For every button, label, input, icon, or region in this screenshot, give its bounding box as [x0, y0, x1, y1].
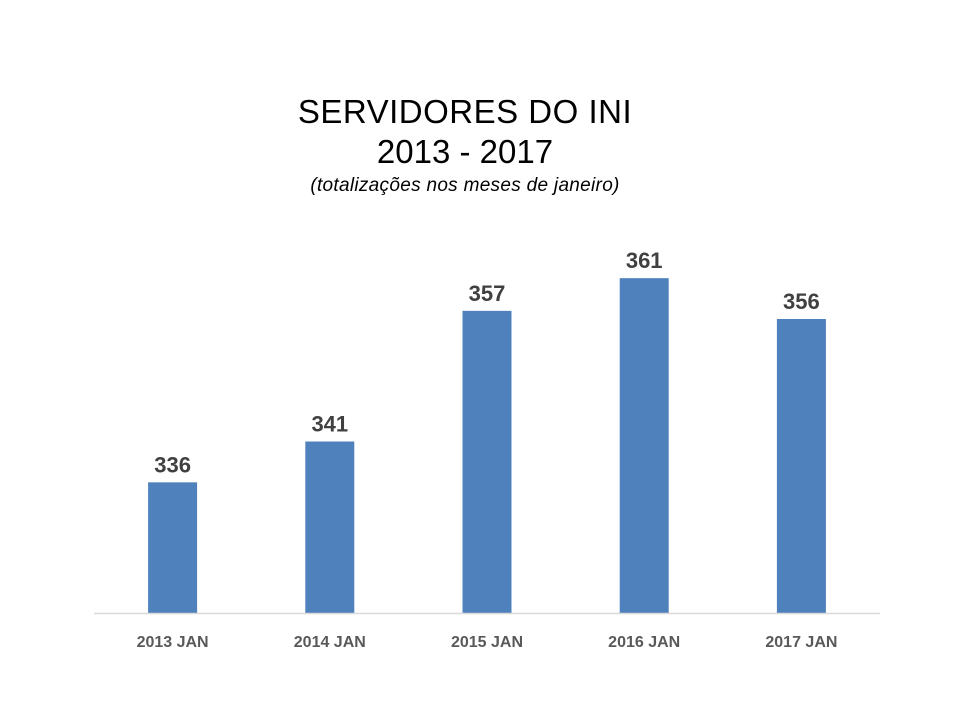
- data-label: 361: [626, 248, 663, 273]
- x-tick-label: 2015 JAN: [451, 634, 523, 651]
- bar: [776, 319, 826, 613]
- data-label: 336: [154, 452, 191, 477]
- x-tick-label: 2013 JAN: [137, 634, 209, 651]
- x-tick-label: 2016 JAN: [608, 634, 680, 651]
- x-tick-label: 2017 JAN: [765, 634, 837, 651]
- chart-title-block: SERVIDORES DO INI 2013 - 2017 (totalizaç…: [180, 92, 750, 200]
- chart-note: (totalizações nos meses de janeiro): [310, 175, 620, 196]
- bar: [305, 441, 355, 613]
- chart-title: SERVIDORES DO INI: [297, 93, 633, 130]
- bar: [619, 278, 669, 613]
- bar: [148, 482, 198, 613]
- data-label: 341: [311, 412, 348, 437]
- data-label: 356: [783, 289, 820, 314]
- data-label: 357: [469, 281, 506, 306]
- x-tick-label: 2014 JAN: [294, 634, 366, 651]
- bar: [462, 310, 512, 613]
- chart-subtitle: 2013 - 2017: [376, 133, 554, 170]
